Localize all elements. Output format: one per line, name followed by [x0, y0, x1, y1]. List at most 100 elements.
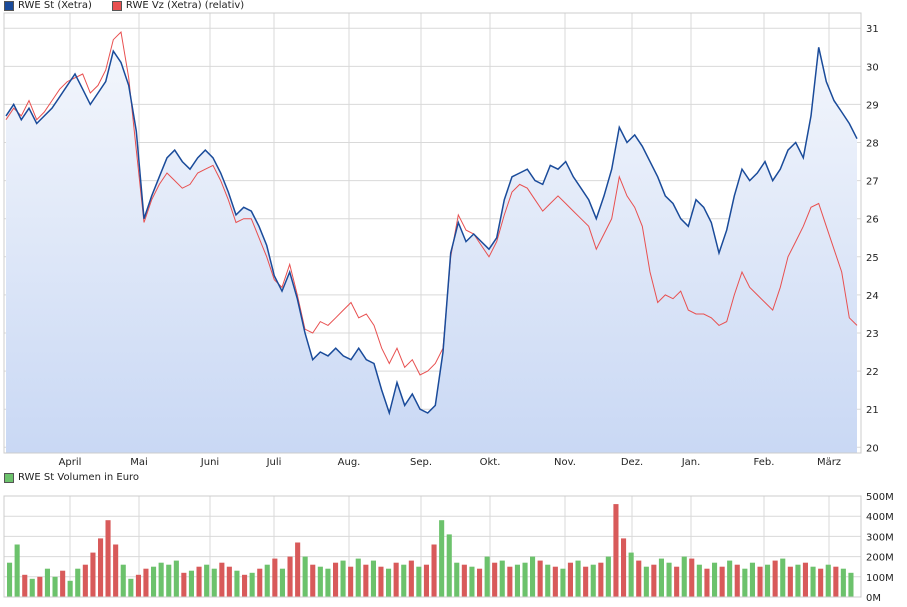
volume-bar — [370, 560, 376, 597]
volume-bar — [628, 552, 634, 597]
volume-plot-frame — [3, 495, 862, 598]
price-y-tick-label: 29 — [866, 100, 879, 111]
price-legend: RWE St (Xetra) RWE Vz (Xetra) (relativ) — [4, 0, 244, 11]
x-axis: April Mai Juni Juli Aug. Sep. Okt. Nov. Dez. Jan.… — [59, 457, 841, 468]
price-y-tick-label: 26 — [866, 215, 879, 226]
x-tick-label: Nov. — [554, 457, 576, 468]
volume-bar — [196, 566, 202, 597]
volume-bar — [575, 560, 581, 597]
series-line-vz — [5, 30, 858, 376]
volume-bar — [401, 564, 407, 597]
x-tick-label: März — [817, 457, 841, 468]
volume-bar — [67, 580, 73, 597]
volume-bar — [787, 566, 793, 597]
volume-bar — [446, 534, 452, 597]
volume-bar — [765, 564, 771, 597]
volume-bar — [393, 562, 399, 597]
volume-bar — [605, 556, 611, 597]
st-swatch — [4, 0, 14, 11]
volume-bar — [90, 552, 96, 597]
volume-bar — [833, 566, 839, 597]
volume-bar — [257, 568, 263, 597]
volume-bar — [567, 562, 573, 597]
volume-bar — [416, 566, 422, 597]
volume-legend: RWE St Volumen in Euro — [4, 472, 139, 483]
volume-bar — [211, 568, 217, 597]
x-tick-label: Feb. — [754, 457, 775, 468]
volume-bar — [825, 564, 831, 597]
x-tick-label: Okt. — [480, 457, 501, 468]
volume-bar — [802, 562, 808, 597]
volume-bar — [105, 520, 111, 597]
x-tick-label: Mai — [130, 457, 148, 468]
volume-bar — [514, 564, 520, 597]
price-y-tick-label: 25 — [866, 253, 879, 264]
volume-bar — [348, 566, 354, 597]
volume-bar — [613, 504, 619, 597]
volume-bar — [848, 572, 854, 597]
volume-bar — [37, 576, 43, 597]
volume-bar — [742, 568, 748, 597]
volume-bar — [135, 574, 141, 597]
volume-bar — [439, 520, 445, 597]
volume-bar — [492, 562, 498, 597]
volume-bar — [120, 564, 126, 597]
volume-bar — [333, 562, 339, 597]
volume-bar — [507, 566, 513, 597]
price-plot-frame — [3, 12, 862, 454]
volume-bar — [386, 568, 392, 597]
volume-bar — [325, 568, 331, 597]
x-tick-label: Jan. — [681, 457, 701, 468]
volume-bar — [780, 558, 786, 597]
volume-bar — [143, 568, 149, 597]
volume-bar — [75, 568, 81, 597]
volume-bar — [302, 556, 308, 597]
legend-label-st: RWE St (Xetra) — [18, 0, 92, 11]
volume-bar — [264, 564, 270, 597]
volume-bar — [60, 570, 66, 597]
volume-bar — [82, 564, 88, 597]
volume-bar — [166, 564, 172, 597]
volume-bar — [310, 564, 316, 597]
volume-bar — [719, 566, 725, 597]
x-tick-label: Juli — [266, 457, 282, 468]
volume-bar — [22, 574, 28, 597]
volume-bar — [249, 572, 255, 597]
volume-bar — [477, 568, 483, 597]
volume-bar — [636, 560, 642, 597]
volume-bar — [52, 576, 58, 597]
volume-bar — [643, 566, 649, 597]
volume-bar — [295, 542, 301, 597]
volume-swatch — [4, 472, 14, 483]
price-y-tick-label: 23 — [866, 329, 879, 340]
price-y-tick-label: 21 — [866, 405, 879, 416]
volume-bar — [484, 556, 490, 597]
volume-bar — [749, 562, 755, 597]
x-tick-label: April — [59, 457, 82, 468]
volume-bar — [598, 562, 604, 597]
x-tick-label: Aug. — [338, 457, 361, 468]
volume-bar — [219, 562, 225, 597]
volume-bar — [234, 570, 240, 597]
volume-bar — [272, 558, 278, 597]
volume-bar — [583, 566, 589, 597]
volume-bar — [378, 566, 384, 597]
volume-bar — [363, 564, 369, 597]
volume-bar — [469, 566, 475, 597]
volume-bar — [552, 566, 558, 597]
series-line-st — [5, 47, 858, 416]
st-area-fill — [6, 47, 857, 454]
volume-bar — [158, 562, 164, 597]
volume-bar — [317, 566, 323, 597]
volume-bar — [173, 560, 179, 597]
volume-bar — [810, 566, 816, 597]
price-y-tick-label: 28 — [866, 139, 879, 150]
volume-bar — [44, 568, 50, 597]
price-y-tick-label: 27 — [866, 177, 879, 188]
volume-bar — [431, 544, 437, 597]
volume-y-axis: 0M 100M 200M 300M 400M 500M — [866, 492, 894, 604]
volume-y-tick-label: 300M — [866, 532, 894, 543]
volume-bar — [454, 562, 460, 597]
volume-bar — [704, 568, 710, 597]
